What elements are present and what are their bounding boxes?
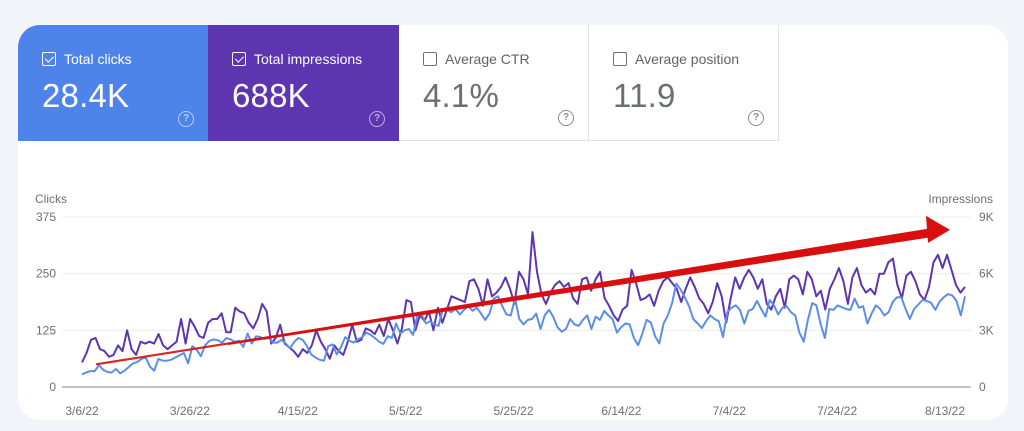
help-icon[interactable]: ? bbox=[369, 111, 385, 127]
x-tick-label: 5/5/22 bbox=[389, 404, 423, 418]
x-tick-label: 6/14/22 bbox=[601, 404, 641, 418]
performance-panel: Total clicks 28.4K ? Total impressions 6… bbox=[18, 25, 1008, 420]
line-chart: Clicks Impressions 0 0 125 3K 250 6K 375 9K 3/6/… bbox=[35, 192, 994, 418]
metric-card-total-impressions[interactable]: Total impressions 688K ? bbox=[208, 25, 399, 141]
metric-value: 688K bbox=[232, 77, 310, 114]
metric-label: Total impressions bbox=[254, 51, 363, 67]
right-tick-label: 0 bbox=[979, 380, 986, 394]
x-tick-label: 7/24/22 bbox=[817, 404, 857, 418]
metric-value: 28.4K bbox=[42, 77, 130, 114]
left-axis-label: Clicks bbox=[35, 192, 67, 206]
x-tick-label: 5/25/22 bbox=[493, 404, 533, 418]
metric-label: Average CTR bbox=[445, 51, 530, 67]
left-tick-label: 125 bbox=[36, 323, 56, 337]
left-tick-label: 250 bbox=[36, 267, 56, 281]
trend-arrow-head bbox=[926, 215, 950, 243]
help-icon[interactable]: ? bbox=[178, 111, 194, 127]
x-tick-label: 8/13/22 bbox=[925, 404, 965, 418]
metric-label: Average position bbox=[635, 51, 740, 67]
trend-arrow-body bbox=[228, 228, 930, 345]
checkbox-checked-icon[interactable] bbox=[232, 52, 246, 66]
series-line-clicks bbox=[81, 282, 966, 376]
x-tick-label: 3/6/22 bbox=[65, 404, 99, 418]
performance-chart: Clicks Impressions 0 0 125 3K 250 6K 375 9K 3/6/… bbox=[18, 155, 1008, 420]
right-tick-label: 9K bbox=[979, 210, 994, 224]
checkbox-unchecked-icon[interactable] bbox=[613, 52, 627, 66]
metric-value: 4.1% bbox=[423, 77, 500, 114]
metric-cards: Total clicks 28.4K ? Total impressions 6… bbox=[18, 25, 779, 141]
x-tick-label: 4/15/22 bbox=[278, 404, 318, 418]
metric-card-average-ctr[interactable]: Average CTR 4.1% ? bbox=[399, 25, 589, 141]
left-tick-label: 0 bbox=[49, 380, 56, 394]
metric-label: Total clicks bbox=[64, 51, 132, 67]
series-line-impressions bbox=[81, 231, 966, 363]
right-tick-label: 6K bbox=[979, 267, 994, 281]
help-icon[interactable]: ? bbox=[748, 110, 764, 126]
metric-card-average-position[interactable]: Average position 11.9 ? bbox=[589, 25, 779, 141]
left-tick-label: 375 bbox=[36, 210, 56, 224]
right-axis-label: Impressions bbox=[928, 192, 993, 206]
checkbox-unchecked-icon[interactable] bbox=[423, 52, 437, 66]
checkbox-checked-icon[interactable] bbox=[42, 52, 56, 66]
x-tick-label: 7/4/22 bbox=[713, 404, 747, 418]
metric-value: 11.9 bbox=[613, 77, 676, 114]
right-tick-label: 3K bbox=[979, 323, 994, 337]
metric-card-total-clicks[interactable]: Total clicks 28.4K ? bbox=[18, 25, 208, 141]
x-tick-label: 3/26/22 bbox=[170, 404, 210, 418]
help-icon[interactable]: ? bbox=[558, 110, 574, 126]
